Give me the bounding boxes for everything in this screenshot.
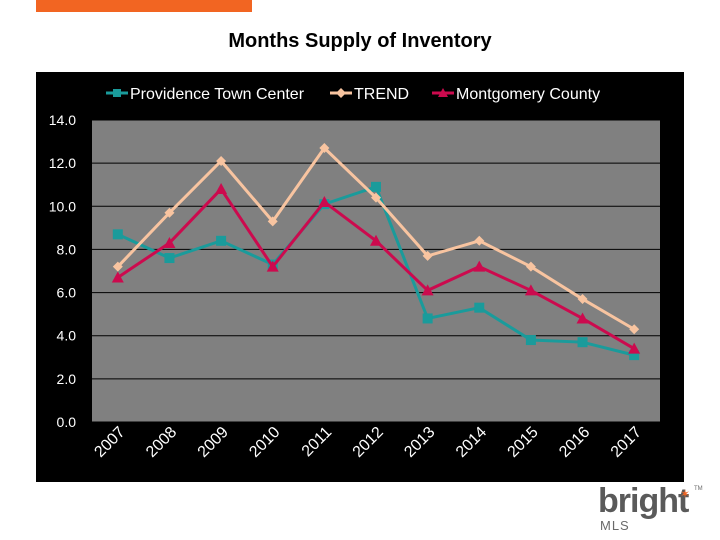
bright-mls-logo: bright ✶ TM MLS — [598, 484, 708, 534]
legend-marker — [113, 89, 121, 97]
y-tick-label: 12.0 — [49, 155, 76, 171]
data-point — [474, 235, 485, 246]
data-point — [629, 350, 640, 361]
data-point — [422, 250, 433, 261]
y-tick-label: 2.0 — [57, 371, 77, 387]
data-point — [577, 337, 588, 348]
data-point — [525, 261, 536, 272]
legend-label: Montgomery County — [456, 86, 600, 103]
data-point — [164, 253, 175, 264]
header-accent-bar — [36, 0, 252, 12]
data-point — [111, 271, 124, 283]
data-point — [112, 261, 123, 272]
y-axis-ticks: 0.0 2.0 4.0 6.0 8.0 10.0 12.0 14.0 — [49, 112, 76, 430]
logo-subtitle: MLS — [600, 518, 630, 533]
data-point — [421, 284, 434, 296]
data-point — [524, 284, 537, 296]
legend-label: TREND — [354, 86, 409, 103]
logo-star-icon: ✶ — [680, 487, 691, 501]
data-point — [112, 229, 123, 240]
data-point — [371, 181, 381, 192]
y-tick-label: 4.0 — [57, 328, 77, 344]
data-point — [216, 235, 227, 246]
data-point — [215, 183, 228, 195]
data-point — [474, 302, 485, 313]
data-point — [266, 260, 279, 272]
legend-marker — [438, 88, 448, 97]
logo-trademark: TM — [694, 486, 703, 492]
data-point — [422, 313, 433, 324]
data-point — [163, 236, 176, 248]
data-point — [629, 324, 640, 335]
plot-area — [92, 120, 660, 422]
data-point — [164, 207, 175, 218]
data-point — [267, 216, 278, 227]
data-point — [576, 312, 589, 324]
data-point — [371, 192, 381, 203]
data-point — [370, 234, 382, 246]
data-point — [577, 294, 588, 305]
legend: Providence Town Center TREND Montgomery Co… — [106, 86, 600, 103]
y-tick-label: 14.0 — [49, 112, 76, 128]
chart-title: Months Supply of Inventory — [228, 30, 492, 52]
y-tick-label: 6.0 — [57, 285, 77, 301]
gridlines — [92, 119, 660, 423]
y-tick-label: 0.0 — [57, 414, 77, 430]
data-point — [473, 260, 486, 272]
data-point — [318, 195, 331, 207]
data-point — [525, 335, 536, 346]
data-point — [319, 143, 330, 154]
legend-label: Providence Town Center — [130, 86, 305, 103]
y-tick-label: 8.0 — [57, 241, 77, 257]
series-lines — [111, 143, 641, 361]
logo-wordmark: bright — [598, 482, 689, 520]
data-point — [628, 342, 641, 354]
legend-marker — [336, 88, 346, 98]
y-tick-label: 10.0 — [49, 198, 76, 214]
data-point — [216, 155, 227, 166]
